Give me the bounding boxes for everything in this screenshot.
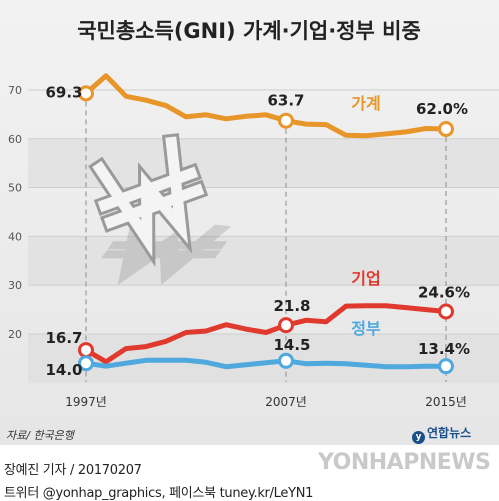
x-tick-label: 2007년 [265, 395, 307, 409]
y-tick-label: 60 [8, 133, 22, 146]
series-line-0 [83, 73, 449, 139]
series-line-1 [83, 303, 449, 365]
series-point-0-2007 [278, 112, 294, 129]
data-label-0-1997: 69.3 [45, 83, 82, 101]
x-tick-label: 1997년 [65, 395, 107, 409]
data-label-0-2015: 62.0% [416, 100, 468, 118]
series-point-0-1997 [78, 85, 94, 102]
series-points [78, 85, 454, 375]
series-name-0: 가계 [351, 94, 380, 113]
won-shadow-path [101, 224, 232, 286]
x-tick-label: 2015년 [425, 395, 467, 409]
series-name-2: 정부 [351, 319, 381, 338]
year-guide-lines [85, 101, 447, 382]
chart-title: 국민총소득(GNI) 가계·기업·정부 비중 [77, 19, 421, 43]
data-label-1-2015: 24.6% [418, 284, 470, 302]
brand-name: 연합뉴스 [427, 426, 472, 440]
won-fill [92, 136, 205, 257]
series-point-1-2007 [278, 317, 294, 334]
series-lines [83, 73, 449, 370]
series-point-2-1997 [78, 355, 94, 372]
footer [0, 445, 499, 501]
source-note: 자료/ 한국은행 [6, 429, 74, 442]
data-label-1-2007: 21.8 [273, 297, 310, 315]
y-tick-label: 20 [8, 328, 22, 341]
x-axis-ticks: 1997년 2007년 2015년 [65, 395, 467, 409]
watermark: YONHAPNEWS [318, 450, 491, 475]
series-point-2-2007 [278, 352, 294, 369]
credit-social: 트위터 @yonhap_graphics, 페이스북 tuney.kr/LeYN… [4, 486, 314, 501]
brand-icon: y [412, 431, 425, 444]
won-glyph [88, 133, 209, 267]
data-label-2-1997: 14.0 [45, 361, 82, 379]
data-labels: 69.3 63.7 62.0% 16.7 21.8 24.6% 14.0 14.5 13.4% [45, 83, 470, 379]
data-label-1-1997: 16.7 [45, 329, 82, 347]
y-tick-label: 70 [8, 84, 22, 97]
y-axis-ticks: 70 60 50 40 30 20 [8, 84, 22, 341]
y-tick-label: 50 [8, 182, 22, 195]
grid-band [28, 333, 499, 383]
series-point-2-2015 [438, 358, 454, 375]
series-line-2 [83, 357, 449, 370]
series-point-0-2015 [438, 121, 454, 137]
data-label-0-2007: 63.7 [267, 92, 304, 110]
y-tick-label: 40 [8, 230, 22, 243]
brand-logo: y 연합뉴스 [412, 424, 471, 444]
y-tick-label: 30 [8, 279, 22, 292]
credit-reporter: 장예진 기자 / 20170207 [4, 463, 142, 478]
data-label-2-2007: 14.5 [273, 336, 310, 354]
series-name-1: 기업 [351, 269, 380, 288]
data-label-2-2015: 13.4% [418, 340, 470, 358]
won-shadow [101, 224, 232, 286]
series-point-1-2015 [438, 303, 454, 320]
grid-band [28, 236, 499, 286]
won-symbol-illustration [88, 133, 232, 286]
